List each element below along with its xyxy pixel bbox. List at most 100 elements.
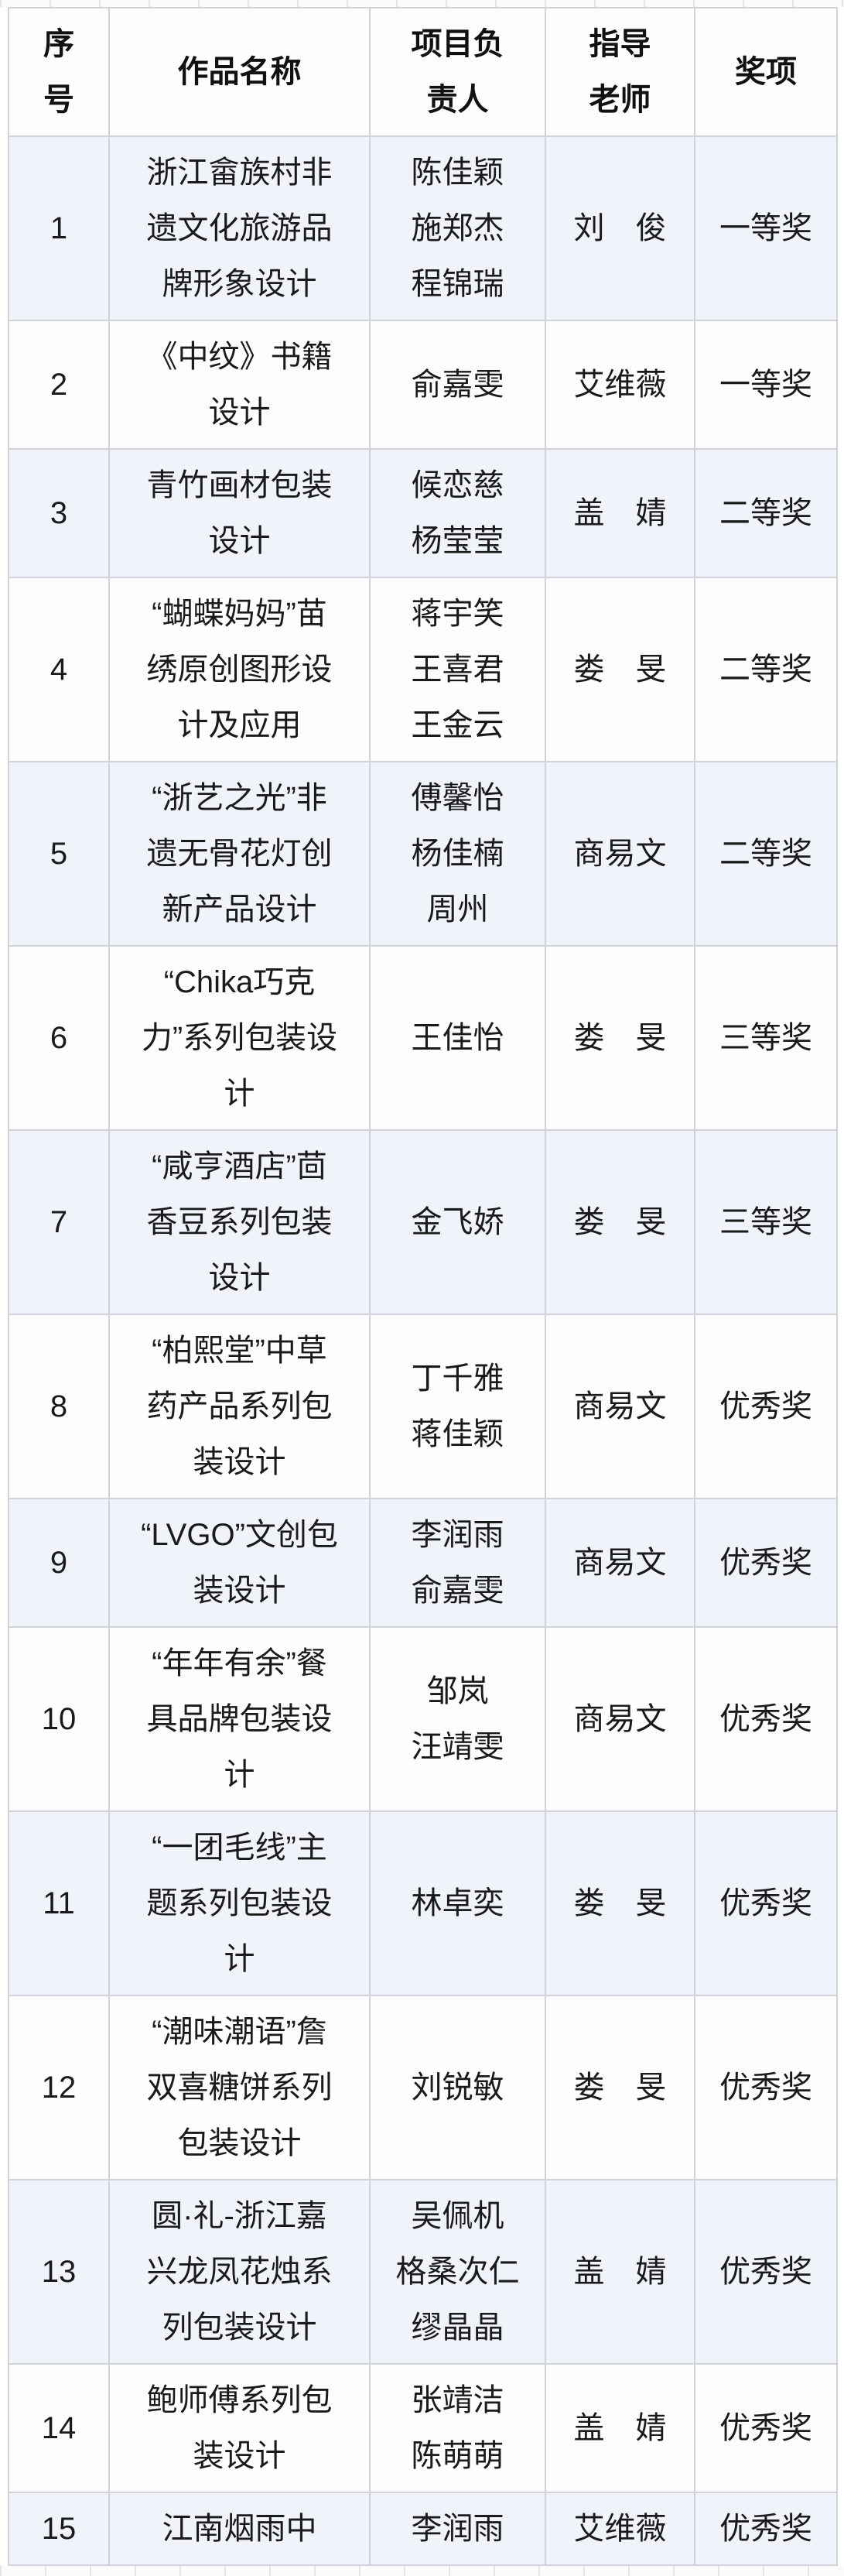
leaders-cell: 丁千雅 蒋佳颖 (369, 1314, 546, 1499)
leaders-cell: 李润雨 (369, 2492, 546, 2566)
award-cell: 二等奖 (694, 448, 838, 578)
serial-cell: 12 (8, 1995, 110, 2180)
header-row: 序 号 作品名称 项目负 责人 指导 老师 奖项 (8, 7, 838, 137)
serial-cell: 5 (8, 761, 110, 947)
award-cell: 优秀奖 (694, 2492, 838, 2566)
serial-cell: 2 (8, 320, 110, 450)
work-name-cell: “潮味潮语”詹双喜糖饼系列包装设计 (108, 1995, 371, 2180)
table-row: 12 “潮味潮语”詹双喜糖饼系列包装设计 刘锐敏 娄 旻 优秀奖 (8, 1995, 838, 2180)
award-cell: 二等奖 (694, 761, 838, 947)
award-cell: 优秀奖 (694, 1810, 838, 1996)
teacher-cell: 盖 婧 (545, 2179, 695, 2365)
serial-cell: 7 (8, 1129, 110, 1315)
table-row: 9 “LVGO”文创包装设计 李润雨 俞嘉雯 商易文 优秀奖 (8, 1498, 838, 1628)
header-teacher: 指导 老师 (545, 7, 695, 137)
teacher-cell: 艾维薇 (545, 2492, 695, 2566)
table-row: 10 “年年有余”餐具品牌包装设计 邹岚 汪靖雯 商易文 优秀奖 (8, 1626, 838, 1812)
teacher-cell: 娄 旻 (545, 1995, 695, 2180)
table-row: 11 “一团毛线”主题系列包装设计 林卓奕 娄 旻 优秀奖 (8, 1810, 838, 1996)
serial-cell: 9 (8, 1498, 110, 1628)
leaders-cell: 邹岚 汪靖雯 (369, 1626, 546, 1812)
work-name-cell: “浙艺之光”非遗无骨花灯创新产品设计 (108, 761, 371, 947)
work-name-cell: 《中纹》书籍设计 (108, 320, 371, 450)
header-work: 作品名称 (108, 7, 371, 137)
award-cell: 三等奖 (694, 1129, 838, 1315)
teacher-cell: 刘 俊 (545, 135, 695, 321)
award-cell: 优秀奖 (694, 1626, 838, 1812)
serial-cell: 13 (8, 2179, 110, 2365)
table-header: 序 号 作品名称 项目负 责人 指导 老师 奖项 (8, 7, 838, 137)
work-name-cell: 鲍师傅系列包装设计 (108, 2363, 371, 2493)
award-cell: 三等奖 (694, 945, 838, 1131)
leaders-cell: 候恋慈 杨莹莹 (369, 448, 546, 578)
serial-cell: 15 (8, 2492, 110, 2566)
work-name-cell: “LVGO”文创包装设计 (108, 1498, 371, 1628)
serial-cell: 10 (8, 1626, 110, 1812)
table-body: 1 浙江畲族村非遗文化旅游品牌形象设计 陈佳颖 施郑杰 程锦瑞 刘 俊 一等奖 … (8, 135, 838, 2566)
award-cell: 优秀奖 (694, 2363, 838, 2493)
teacher-cell: 商易文 (545, 1626, 695, 1812)
work-name-cell: “蝴蝶妈妈”苗绣原创图形设计及应用 (108, 577, 371, 762)
teacher-cell: 商易文 (545, 761, 695, 947)
table-row: 1 浙江畲族村非遗文化旅游品牌形象设计 陈佳颖 施郑杰 程锦瑞 刘 俊 一等奖 (8, 135, 838, 321)
award-cell: 优秀奖 (694, 1498, 838, 1628)
leaders-cell: 刘锐敏 (369, 1995, 546, 2180)
serial-cell: 8 (8, 1314, 110, 1499)
table-row: 15 江南烟雨中 李润雨 艾维薇 优秀奖 (8, 2492, 838, 2566)
header-leader: 项目负 责人 (369, 7, 546, 137)
teacher-cell: 盖 婧 (545, 448, 695, 578)
table-row: 4 “蝴蝶妈妈”苗绣原创图形设计及应用 蒋宇笑 王喜君 王金云 娄 旻 二等奖 (8, 577, 838, 762)
serial-cell: 14 (8, 2363, 110, 2493)
teacher-cell: 盖 婧 (545, 2363, 695, 2493)
serial-cell: 11 (8, 1810, 110, 1996)
leaders-cell: 王佳怡 (369, 945, 546, 1131)
leaders-cell: 林卓奕 (369, 1810, 546, 1996)
leaders-cell: 俞嘉雯 (369, 320, 546, 450)
award-cell: 二等奖 (694, 577, 838, 762)
leaders-cell: 金飞娇 (369, 1129, 546, 1315)
work-name-cell: 浙江畲族村非遗文化旅游品牌形象设计 (108, 135, 371, 321)
award-cell: 优秀奖 (694, 2179, 838, 2365)
teacher-cell: 娄 旻 (545, 1810, 695, 1996)
serial-cell: 4 (8, 577, 110, 762)
work-name-cell: 圆·礼-浙江嘉兴龙凤花烛系列包装设计 (108, 2179, 371, 2365)
leaders-cell: 李润雨 俞嘉雯 (369, 1498, 546, 1628)
table-row: 5 “浙艺之光”非遗无骨花灯创新产品设计 傅馨怡 杨佳楠 周州 商易文 二等奖 (8, 761, 838, 947)
teacher-cell: 娄 旻 (545, 1129, 695, 1315)
header-award: 奖项 (694, 7, 838, 137)
leaders-cell: 张靖洁 陈萌萌 (369, 2363, 546, 2493)
award-cell: 一等奖 (694, 135, 838, 321)
teacher-cell: 娄 旻 (545, 945, 695, 1131)
work-name-cell: 青竹画材包装设计 (108, 448, 371, 578)
teacher-cell: 娄 旻 (545, 577, 695, 762)
work-name-cell: “一团毛线”主题系列包装设计 (108, 1810, 371, 1996)
serial-cell: 3 (8, 448, 110, 578)
leaders-cell: 陈佳颖 施郑杰 程锦瑞 (369, 135, 546, 321)
table-row: 2 《中纹》书籍设计 俞嘉雯 艾维薇 一等奖 (8, 320, 838, 450)
work-name-cell: “咸亨酒店”茴香豆系列包装设计 (108, 1129, 371, 1315)
awards-table: 序 号 作品名称 项目负 责人 指导 老师 奖项 1 浙江畲族村非遗文化旅游品牌… (8, 7, 838, 2566)
work-name-cell: “年年有余”餐具品牌包装设计 (108, 1626, 371, 1812)
leaders-cell: 傅馨怡 杨佳楠 周州 (369, 761, 546, 947)
serial-cell: 1 (8, 135, 110, 321)
teacher-cell: 商易文 (545, 1314, 695, 1499)
award-cell: 一等奖 (694, 320, 838, 450)
teacher-cell: 商易文 (545, 1498, 695, 1628)
spreadsheet-edge-top (0, 0, 844, 7)
header-serial: 序 号 (8, 7, 110, 137)
serial-cell: 6 (8, 945, 110, 1131)
table-row: 14 鲍师傅系列包装设计 张靖洁 陈萌萌 盖 婧 优秀奖 (8, 2363, 838, 2493)
table-row: 13 圆·礼-浙江嘉兴龙凤花烛系列包装设计 吴佩机 格桑次仁 缪晶晶 盖 婧 优… (8, 2179, 838, 2365)
leaders-cell: 吴佩机 格桑次仁 缪晶晶 (369, 2179, 546, 2365)
table-row: 6 “Chika巧克力”系列包装设计 王佳怡 娄 旻 三等奖 (8, 945, 838, 1131)
work-name-cell: 江南烟雨中 (108, 2492, 371, 2566)
table-row: 3 青竹画材包装设计 候恋慈 杨莹莹 盖 婧 二等奖 (8, 448, 838, 578)
teacher-cell: 艾维薇 (545, 320, 695, 450)
table-row: 8 “柏熙堂”中草药产品系列包装设计 丁千雅 蒋佳颖 商易文 优秀奖 (8, 1314, 838, 1499)
work-name-cell: “Chika巧克力”系列包装设计 (108, 945, 371, 1131)
spreadsheet-edge-bottom (0, 2566, 844, 2576)
award-cell: 优秀奖 (694, 1314, 838, 1499)
table-row: 7 “咸亨酒店”茴香豆系列包装设计 金飞娇 娄 旻 三等奖 (8, 1129, 838, 1315)
leaders-cell: 蒋宇笑 王喜君 王金云 (369, 577, 546, 762)
work-name-cell: “柏熙堂”中草药产品系列包装设计 (108, 1314, 371, 1499)
